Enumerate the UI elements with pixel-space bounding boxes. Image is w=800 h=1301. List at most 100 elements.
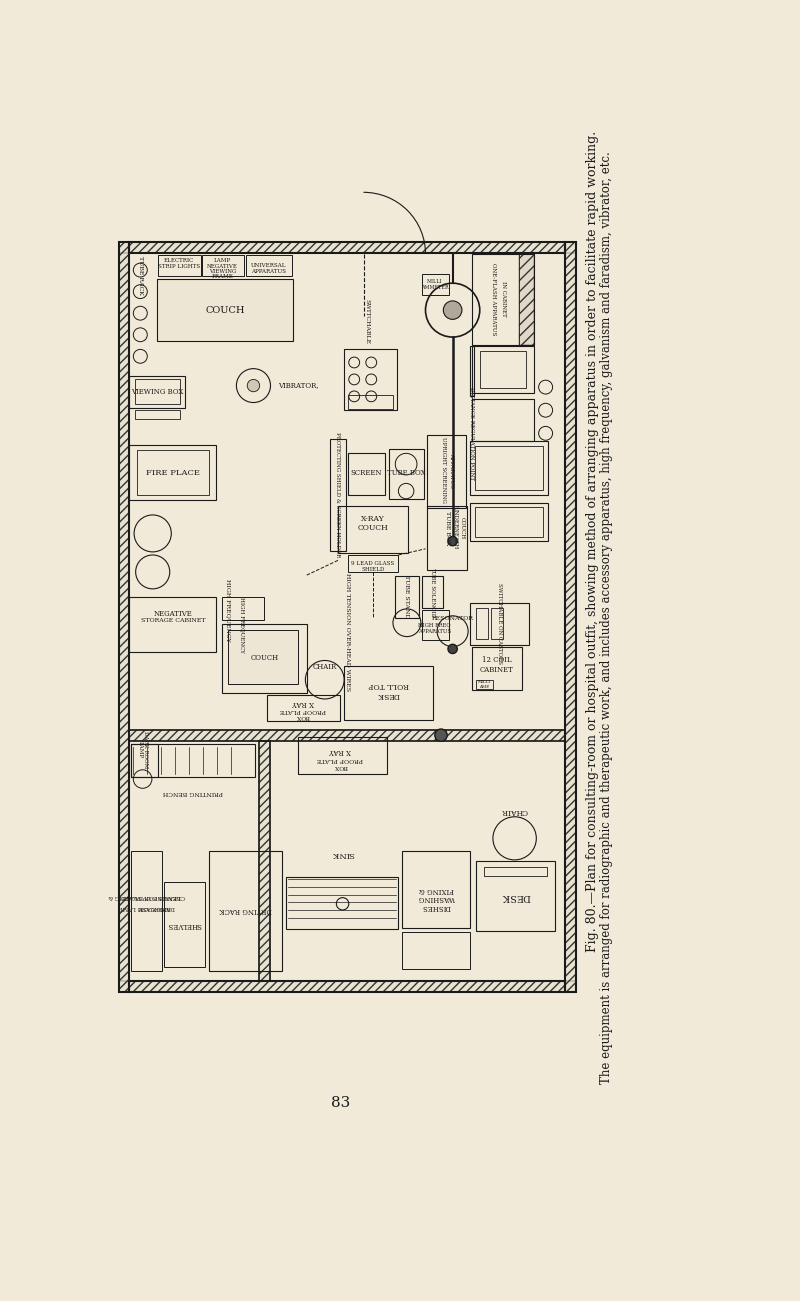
Circle shape [435,729,447,742]
Text: BOOKCASE: BOOKCASE [138,905,171,911]
Bar [518,254,534,345]
Text: COUCH: COUCH [205,306,245,315]
Bar [130,242,565,254]
Text: TUBE BOX: TUBE BOX [445,511,450,545]
Bar [422,576,443,608]
Bar [266,695,340,721]
Text: TUBE STAND: TUBE STAND [405,575,410,618]
Bar [158,255,201,276]
Bar [130,981,565,991]
Text: 83: 83 [330,1097,350,1110]
Bar [480,351,526,388]
Bar [130,730,565,740]
Bar [476,679,493,690]
Bar [135,380,180,405]
Bar [131,744,255,777]
Bar [470,346,474,397]
Text: CLEANING UP PLATES: CLEANING UP PLATES [118,894,185,899]
Bar [422,610,449,640]
Text: STORAGE CABINET: STORAGE CABINET [141,618,205,623]
Bar [472,254,534,345]
Text: COUCH: COUCH [459,516,465,539]
Text: APPARATUS: APPARATUS [449,453,454,488]
Bar [472,398,534,441]
Bar [475,446,543,490]
Text: FIXING &: FIXING & [418,886,454,894]
Bar [131,851,162,971]
Text: CABINET: CABINET [480,666,514,674]
Bar [222,597,264,619]
Bar [130,730,565,740]
Bar [565,242,576,254]
Bar [118,242,130,254]
Text: PROTECTING SHIELD & SCREEN HOLDER: PROTECTING SHIELD & SCREEN HOLDER [335,432,341,558]
Bar [259,740,270,981]
Text: TUBE SOLENOID: TUBE SOLENOID [430,567,435,617]
Text: PROOF PLATE: PROOF PLATE [280,708,326,713]
Text: 9 LEAD GLASS: 9 LEAD GLASS [351,561,394,566]
Bar [202,255,244,276]
Text: ONE-FLASH APPARATUS: ONE-FLASH APPARATUS [491,263,496,336]
Bar [330,440,346,552]
Bar [344,666,434,719]
Text: UPRIGHT SCREENING: UPRIGHT SCREENING [441,437,446,503]
Text: RESONATOR: RESONATOR [432,615,474,621]
Bar [394,576,419,618]
Text: DISTANCE REGULATION POINT: DISTANCE REGULATION POINT [470,386,474,480]
Text: NEGATIVE: NEGATIVE [154,609,192,618]
Text: ELECTRIC: ELECTRIC [164,259,194,263]
Bar [348,453,386,494]
Text: DARK ROOM LAMP: DARK ROOM LAMP [118,905,174,911]
Text: PROOF PLATE: PROOF PLATE [317,756,363,761]
Bar [565,242,576,991]
Text: WASHING: WASHING [418,894,455,903]
Text: DESK: DESK [377,691,400,699]
Text: SCREEN: SCREEN [351,470,382,477]
Circle shape [448,644,458,653]
Text: COUCH: COUCH [358,524,388,532]
Text: APPARATUS: APPARATUS [251,269,286,275]
Bar [402,851,470,929]
Text: DESK: DESK [501,891,530,900]
Bar [130,981,565,991]
Text: PRINTING BENCH: PRINTING BENCH [163,791,223,795]
Bar [427,435,466,507]
Bar [472,346,534,393]
Text: UNDERNEATH: UNDERNEATH [453,506,458,549]
Text: SWITCHABLE ON CASTORS: SWITCHABLE ON CASTORS [497,583,502,664]
Bar [130,445,216,501]
Bar [348,394,393,409]
Text: X RAY: X RAY [330,747,351,756]
Text: APPARATUS: APPARATUS [418,630,451,635]
Text: TUBE BOX: TUBE BOX [387,470,426,477]
Bar [298,738,386,774]
Bar [389,449,424,498]
Text: HIGH FREQUENCY: HIGH FREQUENCY [240,597,245,652]
Text: BOX: BOX [333,764,347,769]
Bar [286,877,398,929]
Bar [135,410,180,419]
Text: Fig. 80.—Plan for consulting-room or hospital outfit, showing method of arrangin: Fig. 80.—Plan for consulting-room or hos… [586,130,598,952]
Text: HIGH FREQ: HIGH FREQ [418,623,451,627]
Text: The equipment is arranged for radiographic and therapeutic work, and includes ac: The equipment is arranged for radiograph… [599,152,613,1085]
Circle shape [448,536,458,545]
Bar [484,866,547,876]
Bar [222,623,307,693]
Text: FIRE PLACE: FIRE PLACE [146,468,200,476]
Text: DARK ROOM
LAMP: DARK ROOM LAMP [138,731,148,769]
Text: SHIELD: SHIELD [361,567,385,572]
Bar [470,502,548,541]
Bar [164,882,205,967]
Text: X-RAY: X-RAY [361,515,385,523]
Text: SHELVES: SHELVES [166,921,201,929]
Circle shape [443,301,462,319]
Bar [470,602,529,645]
Text: HIGH TENSION OVER-HEAD WIRES: HIGH TENSION OVER-HEAD WIRES [346,572,350,691]
Bar [565,981,576,991]
Text: 12 COIL: 12 COIL [482,657,512,665]
Bar [228,630,298,683]
Bar [118,242,130,991]
Text: VIBRATOR,: VIBRATOR, [278,381,319,389]
Text: BENCH FOR BAGGING &: BENCH FOR BAGGING & [108,894,181,899]
Text: TUBE RACK: TUBE RACK [138,256,143,295]
